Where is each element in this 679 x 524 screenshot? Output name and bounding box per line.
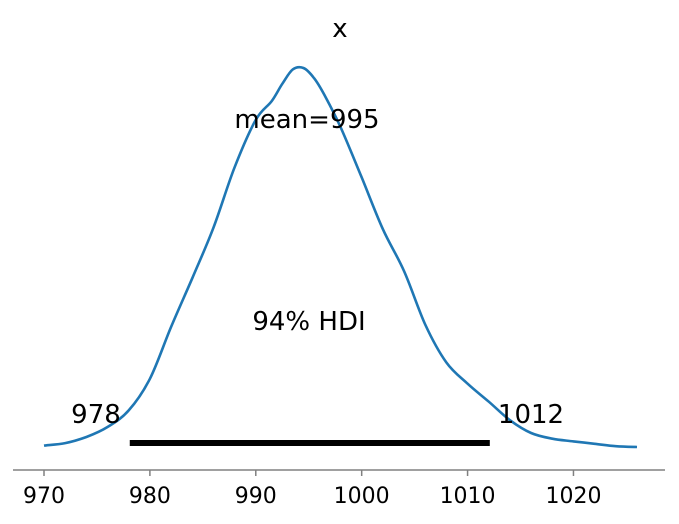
x-tick-label: 980 xyxy=(129,484,171,509)
x-axis-ticks: 970 980 990 1000 1010 1020 xyxy=(23,470,601,509)
hdi-label: 94% HDI xyxy=(252,307,365,337)
density-curve xyxy=(43,65,638,449)
x-tick-label: 990 xyxy=(235,484,277,509)
x-tick-label: 1010 xyxy=(440,484,496,509)
hdi-high-label: 1012 xyxy=(498,400,564,430)
chart-title: x xyxy=(332,14,347,44)
x-tick-label: 1000 xyxy=(334,484,390,509)
hdi-low-label: 978 xyxy=(71,400,121,430)
mean-label: mean=995 xyxy=(234,105,379,135)
density-curve-group xyxy=(43,65,638,449)
x-tick-label: 1020 xyxy=(545,484,601,509)
x-tick-label: 970 xyxy=(23,484,65,509)
